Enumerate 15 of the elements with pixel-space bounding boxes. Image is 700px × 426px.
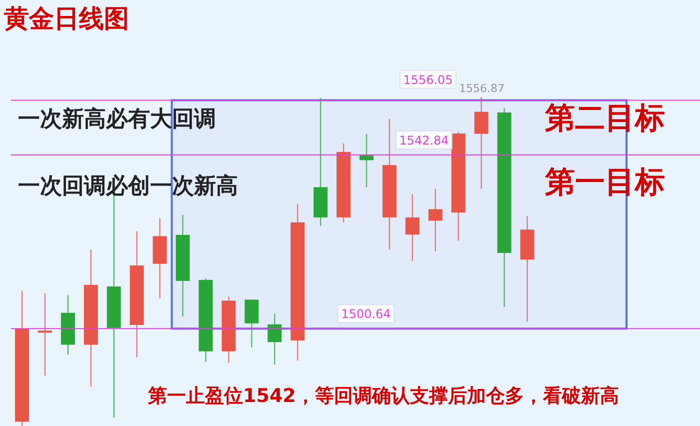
text: 1556.05 bbox=[403, 72, 453, 87]
annotation: 1500.64 bbox=[341, 307, 391, 322]
annotation: 1542.84 bbox=[399, 133, 449, 148]
candlestick bbox=[428, 188, 442, 252]
chart-title: 黄金日线图 bbox=[4, 3, 129, 35]
text: 第二目标 bbox=[545, 100, 665, 138]
annotation: 1556.87 bbox=[459, 82, 505, 95]
candlestick bbox=[38, 292, 52, 376]
annotation: 第一止盈位1542，等回调确认支撑后加仓多，看破新高 bbox=[148, 384, 619, 409]
candlestick bbox=[268, 312, 282, 366]
candlestick bbox=[360, 133, 374, 188]
candlestick bbox=[244, 299, 259, 348]
candlestick bbox=[474, 97, 488, 190]
candlestick bbox=[405, 193, 420, 262]
text: 第一目标 bbox=[545, 164, 665, 202]
